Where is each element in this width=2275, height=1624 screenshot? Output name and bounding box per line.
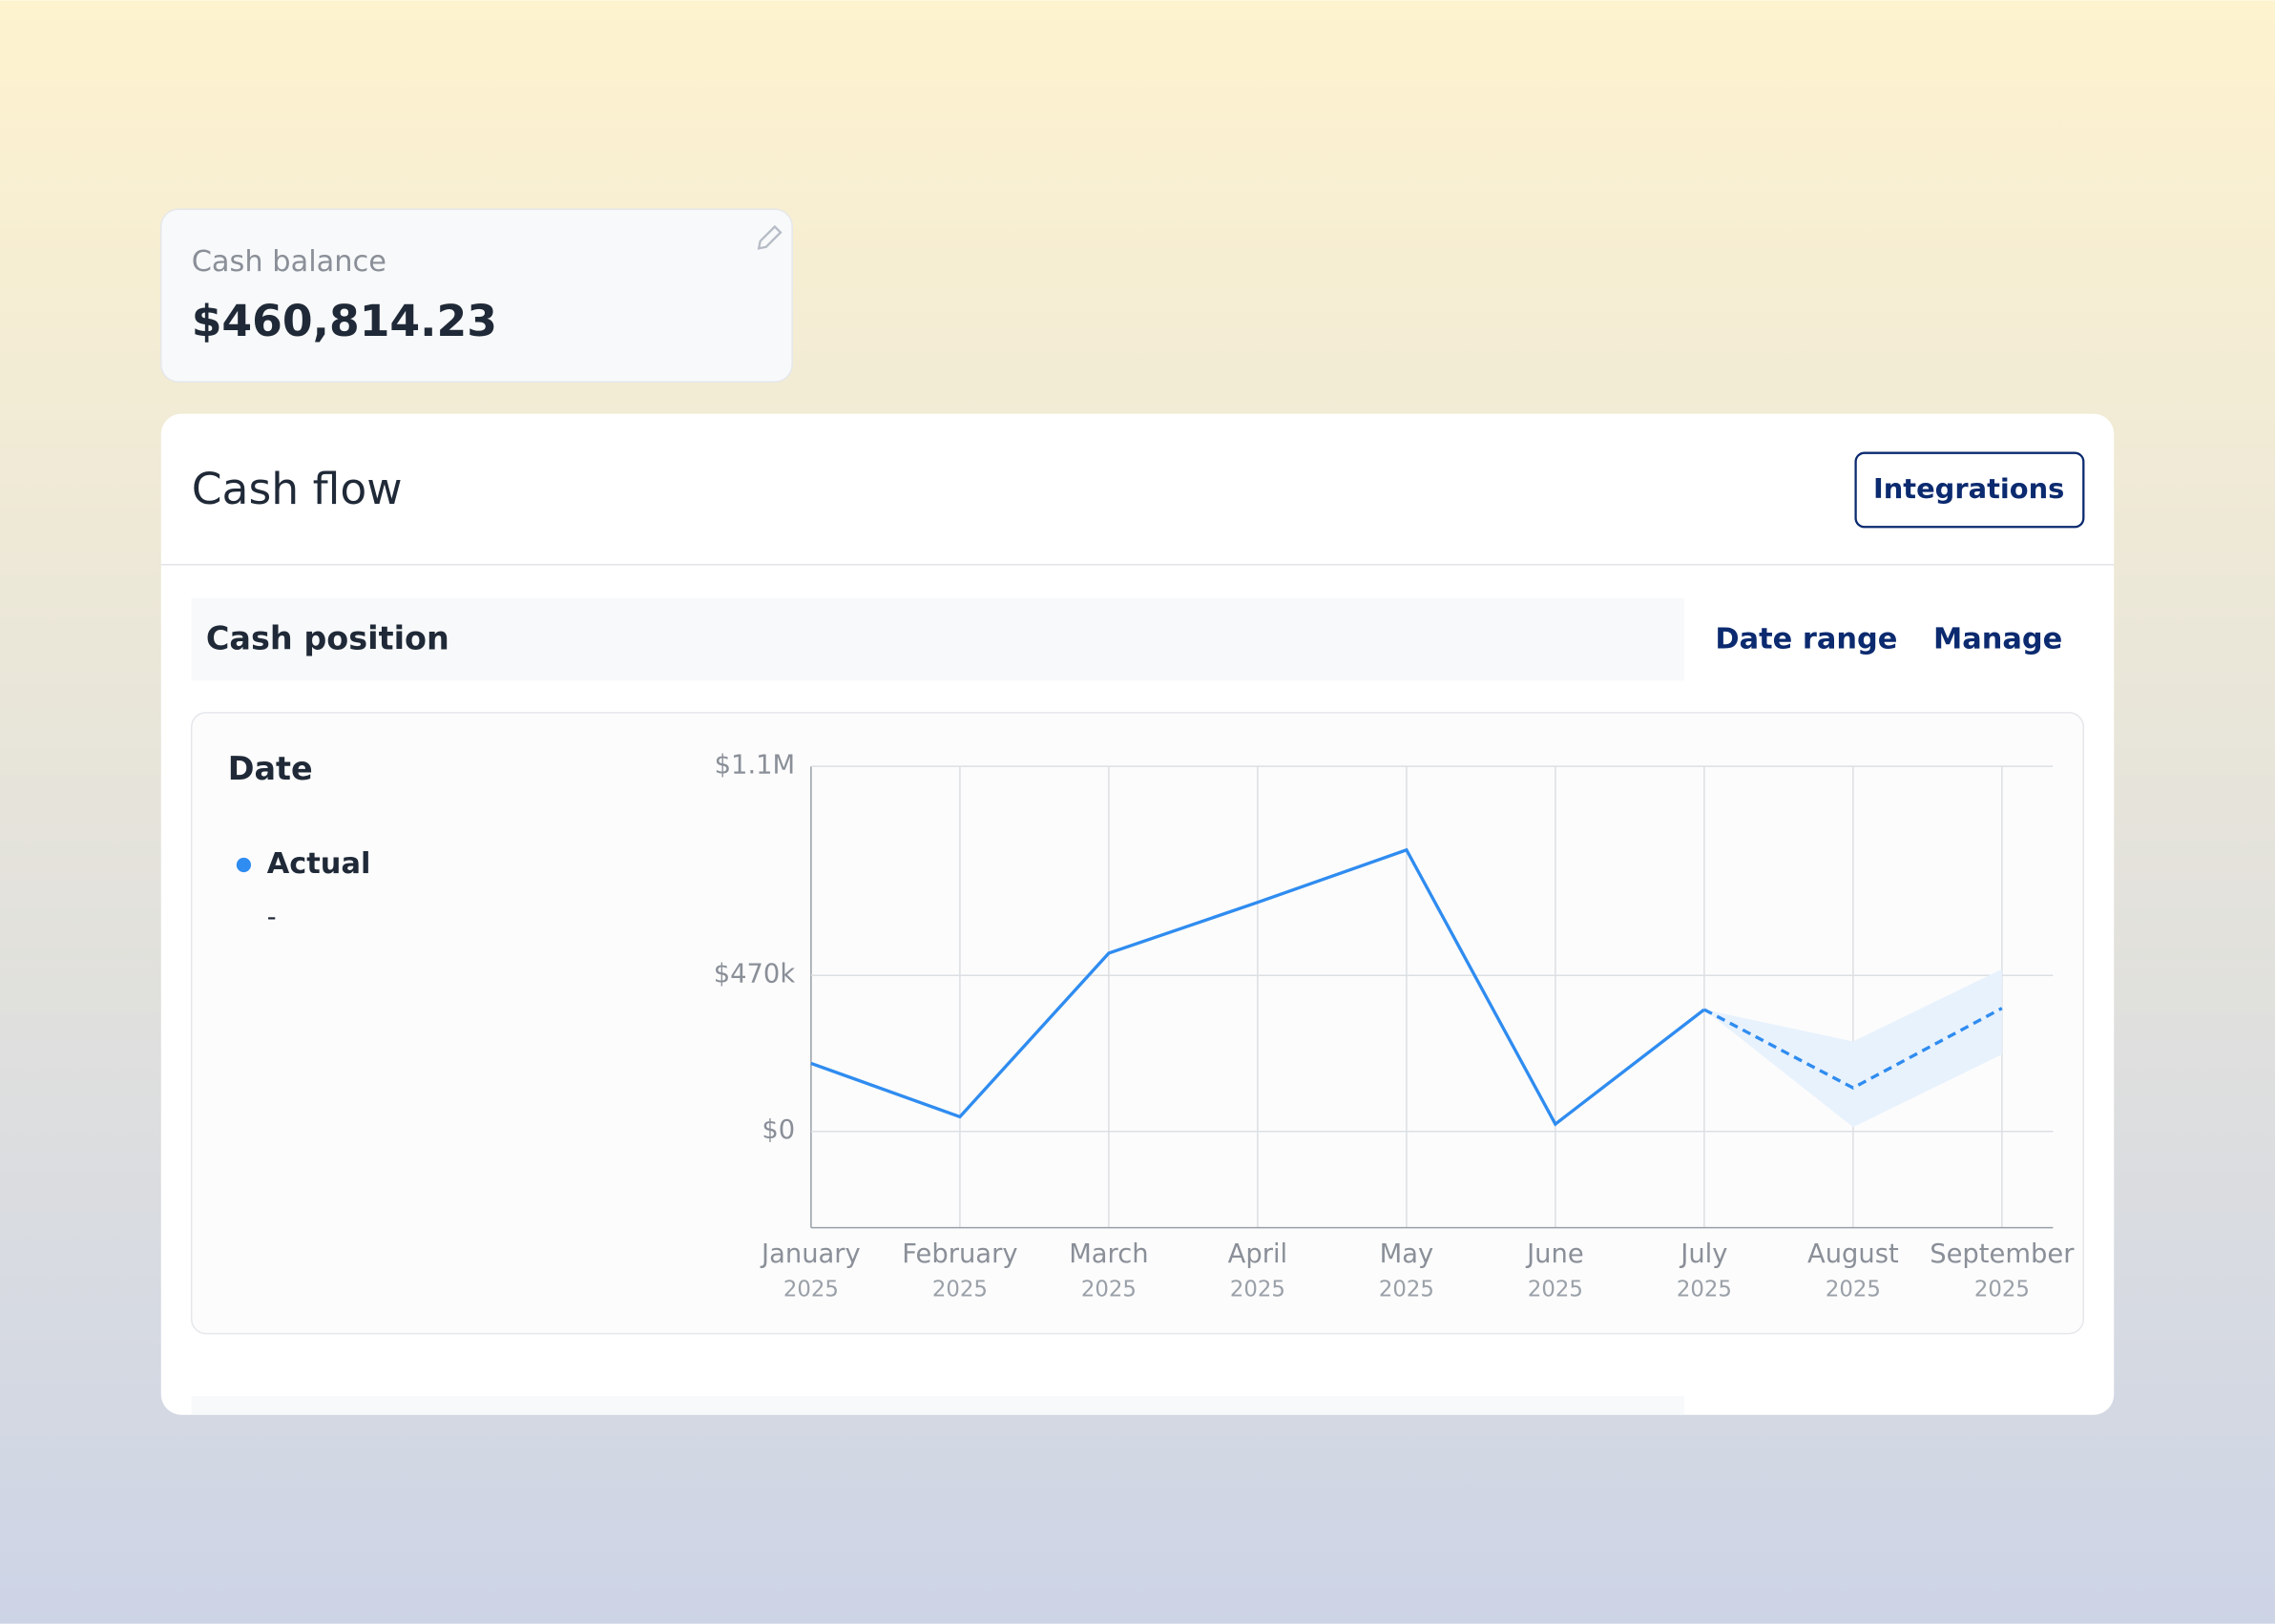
section-header [191,597,1685,681]
button-label[interactable]: Integrations [1873,472,2064,505]
legend-title: Date [228,750,313,787]
y-tick-label: $470k [714,960,796,989]
forecast-band [1703,968,2002,1128]
y-tick-label: $1.1M [715,751,796,781]
balance-value: $460,814.23 [192,296,497,346]
x-tick-label: February [902,1239,1017,1269]
next-section-header [191,1395,1685,1415]
x-tick-sublabel: 2025 [1379,1277,1434,1301]
balance-label: Cash balance [192,245,386,279]
forecast-line [1703,1007,2003,1091]
y-tick-label: $0 [762,1115,795,1145]
x-tick-label: June [1525,1239,1584,1269]
legend-value: - [267,903,277,932]
chart-box [190,712,2085,1335]
x-tick-label: January [760,1239,861,1269]
integrations-button[interactable] [1854,451,2085,529]
section-title: Cash position [206,619,449,656]
card-title: Cash flow [192,464,403,514]
balance-card [160,208,793,383]
x-tick-sublabel: 2025 [1974,1277,2030,1301]
date-range-link[interactable]: Date range [1715,622,1897,656]
x-tick-label: April [1228,1239,1288,1269]
legend-marker [236,857,252,873]
x-tick-sublabel: 2025 [783,1277,839,1301]
edit-icon[interactable] [757,224,783,250]
x-tick-label: May [1380,1239,1434,1269]
legend-label: Actual [267,847,371,881]
x-tick-sublabel: 2025 [1081,1277,1137,1301]
manage-link[interactable]: Manage [1933,622,2062,656]
x-tick-sublabel: 2025 [1826,1277,1881,1301]
x-tick-sublabel: 2025 [1528,1277,1583,1301]
x-tick-label: August [1807,1239,1899,1269]
x-tick-label: March [1069,1239,1148,1269]
plot: January 2025 February 2025 March 2025 April 202… [714,751,2076,1302]
x-tick-sublabel: 2025 [1230,1277,1285,1301]
x-tick-label: July [1679,1239,1727,1269]
x-tick-label: September [1930,1239,2075,1269]
x-tick-sublabel: 2025 [932,1277,988,1301]
x-tick-sublabel: 2025 [1677,1277,1732,1301]
actual-line [810,847,1705,1127]
